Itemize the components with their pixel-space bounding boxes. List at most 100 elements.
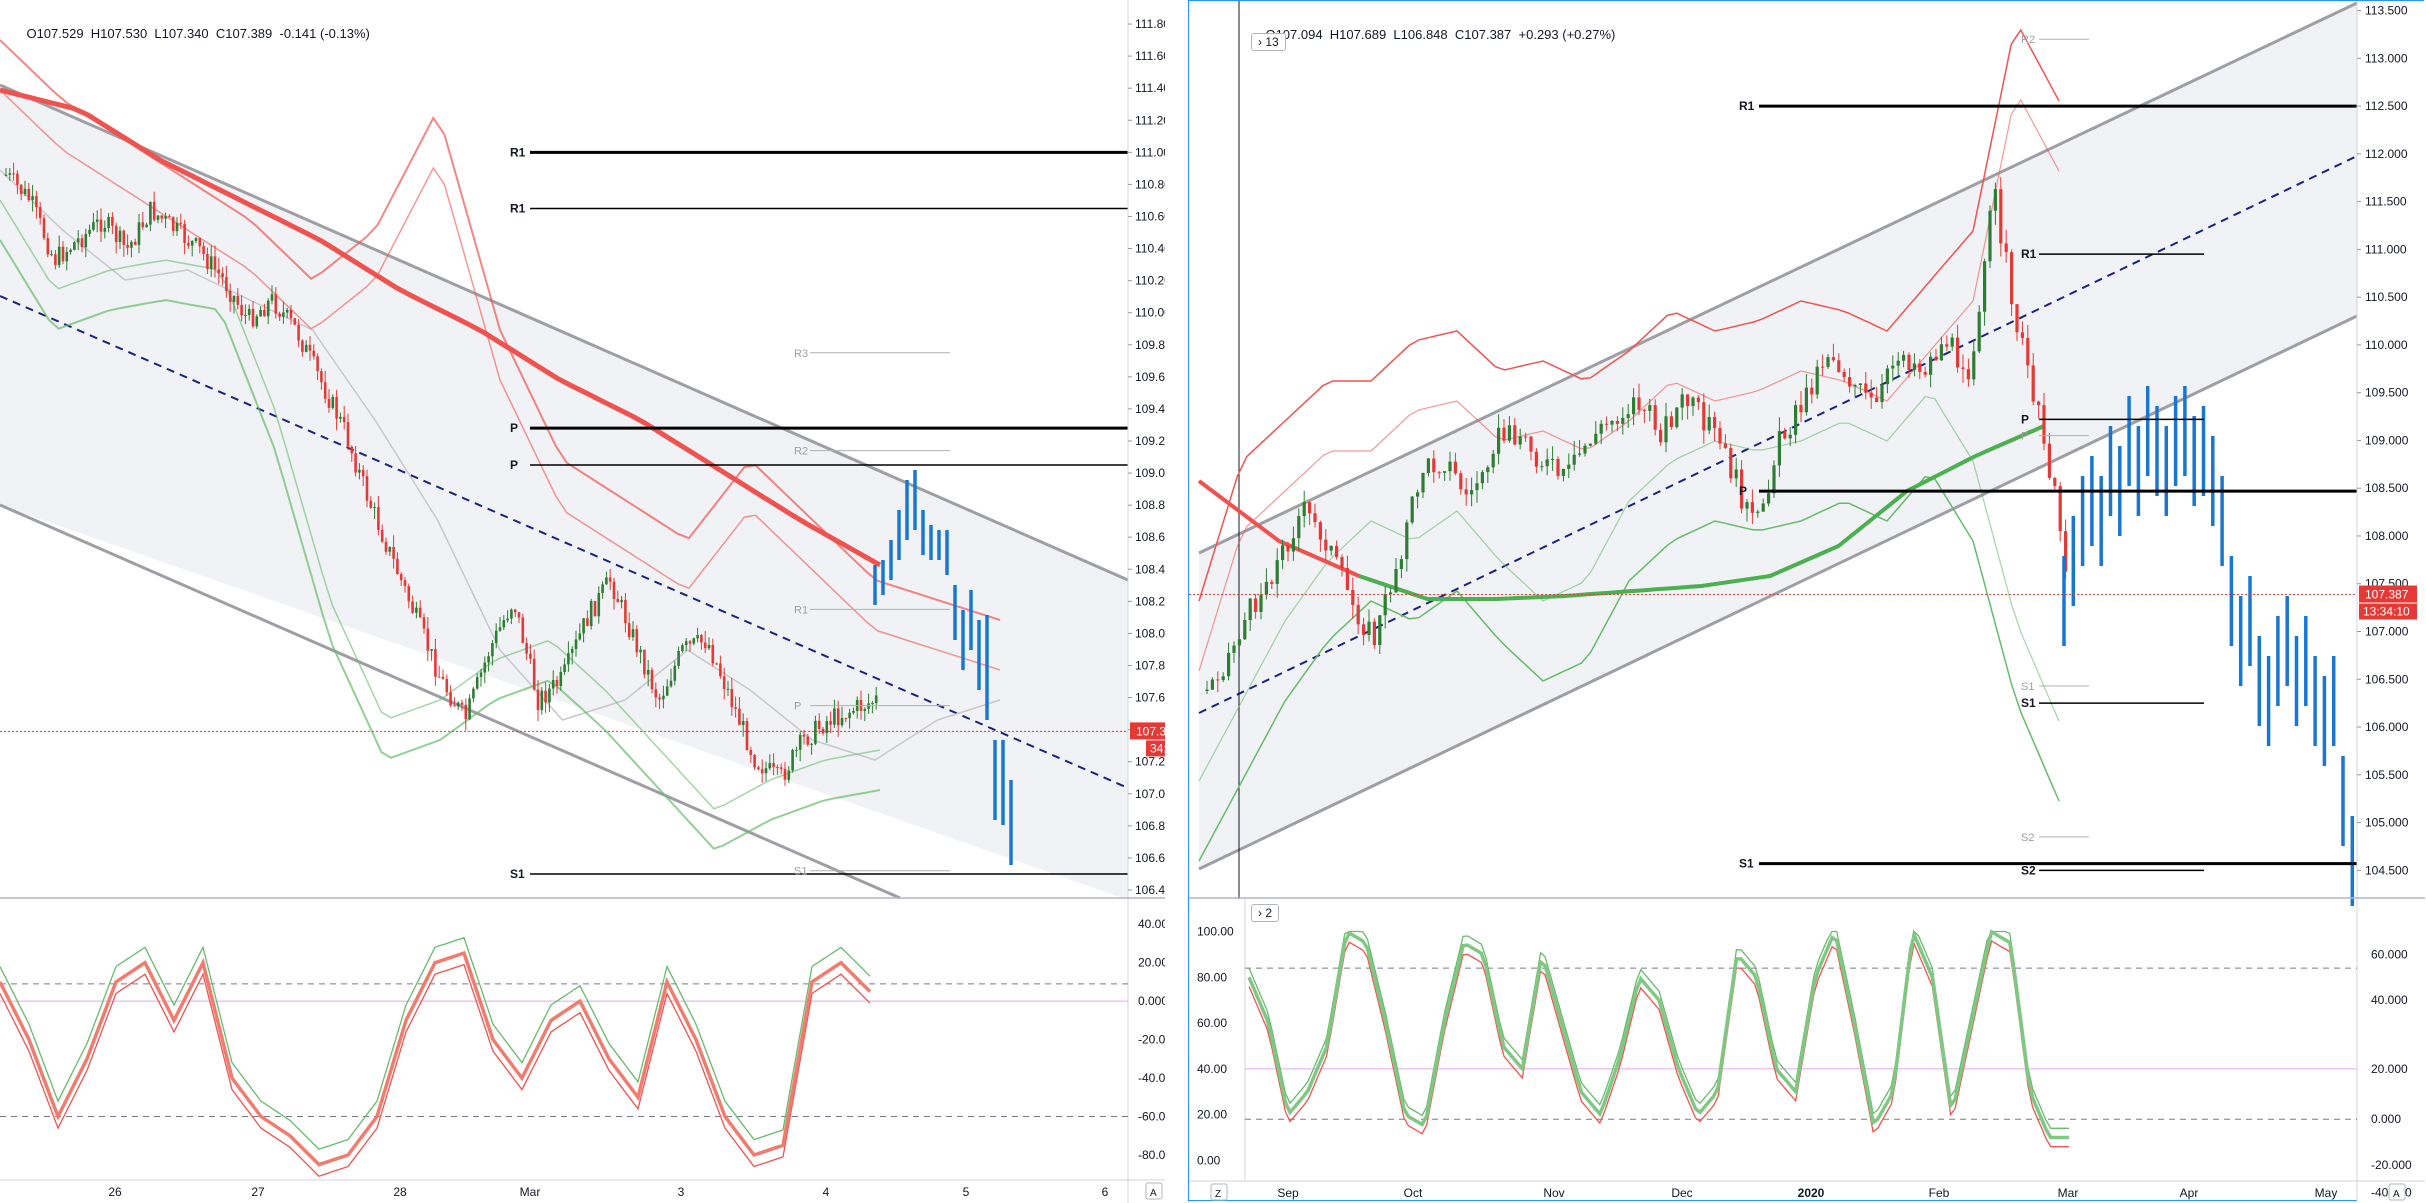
candle-body [407, 586, 411, 602]
candle-body [179, 222, 183, 224]
candle-body [1966, 369, 1970, 380]
candle-body [852, 710, 855, 713]
candle-body [1864, 383, 1868, 393]
candle-body [460, 702, 464, 705]
candle-body [1324, 539, 1328, 551]
time-badge [2359, 603, 2417, 620]
candle-body [472, 688, 475, 699]
right-chart-area[interactable]: R1 R1 P P S1 S1 S2 R2 P S1 S2 113.500 113.000 112.500… [1189, 1, 2425, 1202]
channel-upper-line [1198, 1, 2358, 555]
osc-indicators-toggle-button[interactable]: › 2 [1251, 904, 1280, 922]
candle-body [798, 734, 802, 750]
candle-body [1540, 466, 1544, 468]
candle-body [354, 453, 357, 473]
candle-body [198, 238, 202, 247]
candle-body [31, 196, 34, 200]
candle-body [114, 225, 118, 242]
candle-body [1437, 472, 1441, 474]
indicators-toggle-button[interactable]: › 13 [1251, 33, 1286, 51]
candle-body [1313, 513, 1317, 523]
right-high: H107.689 [1329, 27, 1387, 42]
pivot-label: R1 [510, 201, 526, 215]
candle-body [369, 500, 373, 508]
candle-body [1378, 615, 1382, 646]
candle-body [1583, 445, 1587, 454]
candle-body [1443, 471, 1447, 473]
candle-body [270, 294, 274, 301]
candle-body [1432, 458, 1436, 473]
candle-body [69, 249, 72, 252]
candle-body [1669, 416, 1673, 428]
left-open: O107.529 [26, 26, 84, 41]
candle-body [1254, 598, 1258, 612]
candle-body [1648, 405, 1652, 411]
candle-body [2058, 486, 2062, 532]
candle-body [1902, 354, 1906, 361]
candle-body [2010, 252, 2014, 305]
left-chart-svg[interactable]: R1R1PPS1R3R2R1PS1111.800111.600111.40011… [0, 0, 1188, 1203]
middle-band-line [0, 169, 1001, 761]
candle-body [1783, 431, 1787, 439]
right-ohlc-legend: O107.094 H107.689 L106.848 C107.387 +0.2… [1251, 12, 1615, 57]
candle-body [240, 304, 243, 316]
candle-body [54, 254, 57, 266]
auto-scale-button[interactable] [1145, 1182, 1163, 1200]
auto-scale-label: A [1150, 1188, 1157, 1199]
candle-body [833, 708, 836, 725]
x-tick-label-Apr: Apr [2180, 1186, 2199, 1200]
price-badge [2359, 585, 2417, 603]
candle-body [597, 593, 601, 617]
candle-body [456, 702, 460, 707]
candle-body [2031, 365, 2035, 402]
pane-splitter[interactable] [1165, 0, 1188, 1203]
candle-body [304, 344, 308, 352]
candle-body [1788, 434, 1792, 439]
candle-body [358, 469, 361, 473]
candle-body [122, 230, 126, 245]
candle-body [411, 601, 414, 613]
pivot-label-faint: S1 [794, 866, 807, 878]
candle-body [1281, 545, 1285, 561]
osc-right-tick-label: 40.000 [2371, 993, 2408, 1007]
candle-body [1389, 592, 1393, 595]
pivot-label: P [510, 421, 518, 435]
candle-body [787, 770, 791, 780]
candle-body [1988, 210, 1992, 262]
y-tick-label: 111.000 [2365, 242, 2407, 256]
y-tick-label: 112.000 [2365, 147, 2408, 161]
candle-body [760, 769, 764, 774]
candle-body [274, 294, 278, 314]
candle-body [810, 743, 813, 745]
left-change: -0.141 (-0.13%) [279, 26, 370, 41]
candle-body [1950, 337, 1954, 347]
candle-body [1999, 189, 2003, 244]
candle-body [156, 215, 160, 220]
candle-body [99, 219, 103, 232]
auto-scale-button[interactable] [2388, 1183, 2406, 1201]
candle-body [753, 755, 756, 768]
candle-body [1653, 405, 1657, 430]
candle-body [1702, 402, 1706, 431]
left-chart-pane[interactable]: O107.529 H107.530 L107.340 C107.389 -0.1… [0, 0, 1189, 1203]
candle-body [1756, 511, 1760, 513]
candle-body [570, 649, 574, 654]
candle-body [206, 253, 209, 269]
candle-body [164, 216, 167, 219]
right-low: L106.848 [1393, 27, 1448, 42]
candle-body [88, 229, 91, 234]
left-high: H107.530 [90, 26, 148, 41]
candle-body [1421, 473, 1425, 493]
candle-body [1480, 472, 1484, 484]
pivot-label: R1 [2021, 247, 2037, 261]
osc-left-tick-label: 0.00 [1197, 1153, 1221, 1167]
candle-body [392, 547, 395, 559]
y-tick-label: 105.000 [2365, 816, 2409, 830]
candle-body [278, 313, 281, 317]
candle-body [589, 601, 593, 627]
candle-body [2037, 401, 2041, 406]
zoom-button[interactable] [1210, 1183, 1228, 1201]
y-tick-label: 113.000 [2365, 51, 2408, 65]
x-tick-label-27: 27 [251, 1185, 265, 1199]
candle-body [487, 656, 490, 663]
